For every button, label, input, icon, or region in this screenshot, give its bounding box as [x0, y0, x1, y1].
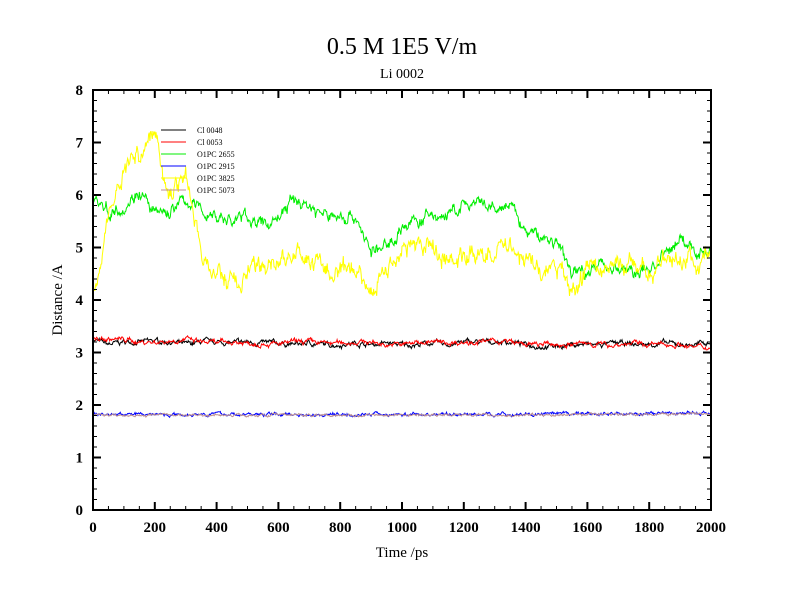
- legend: Cl 0048 Cl 0053 O1PC 2655 O1PC 2915 O1PC 382…: [161, 126, 235, 195]
- y-tick-label: 3: [76, 346, 84, 362]
- y-tick-label: 4: [76, 293, 84, 309]
- x-tick-label: 1600: [572, 520, 602, 536]
- y-tick-label: 2: [76, 398, 84, 414]
- y-tick-label: 5: [76, 241, 84, 257]
- legend-label: O1PC 2655: [197, 150, 235, 159]
- chart-subtitle: Li 0002: [380, 67, 424, 82]
- x-tick-label: 1200: [449, 520, 479, 536]
- y-tick-label: 6: [76, 188, 84, 204]
- x-axis-label: Time /ps: [376, 545, 429, 561]
- x-tick-label: 800: [329, 520, 352, 536]
- series-line-4: [92, 130, 712, 297]
- x-tick-label: 2000: [696, 520, 726, 536]
- y-tick-label: 7: [76, 136, 84, 152]
- y-tick-label: 0: [76, 503, 84, 519]
- legend-label: O1PC 5073: [197, 186, 235, 195]
- y-axis-label: Distance /A: [50, 264, 66, 335]
- series-line-2: [92, 191, 712, 281]
- legend-label: O1PC 2915: [197, 162, 235, 171]
- series-line-3: [92, 410, 712, 419]
- axes: 0 200 400 600 800 1000 1200 1400 1600 1800 2000 0 1 2…: [76, 83, 727, 536]
- legend-label: Cl 0053: [197, 138, 223, 147]
- x-tick-label: 1000: [387, 520, 417, 536]
- legend-label: Cl 0048: [197, 126, 223, 135]
- x-tick-label: 0: [89, 520, 97, 536]
- y-tick-label: 1: [76, 451, 84, 467]
- legend-label: O1PC 3825: [197, 174, 235, 183]
- x-tick-label: 600: [267, 520, 290, 536]
- series-line-1: [92, 335, 712, 351]
- x-tick-label: 200: [144, 520, 167, 536]
- x-tick-label: 1800: [634, 520, 664, 536]
- series-line-5: [93, 411, 712, 418]
- x-tick-label: 400: [205, 520, 228, 536]
- chart-title: 0.5 M 1E5 V/m: [327, 34, 478, 60]
- y-tick-label: 8: [76, 83, 84, 99]
- series-group: [92, 130, 712, 419]
- plot-frame: [92, 89, 712, 511]
- x-tick-label: 1400: [511, 520, 541, 536]
- series-line-0: [92, 336, 712, 351]
